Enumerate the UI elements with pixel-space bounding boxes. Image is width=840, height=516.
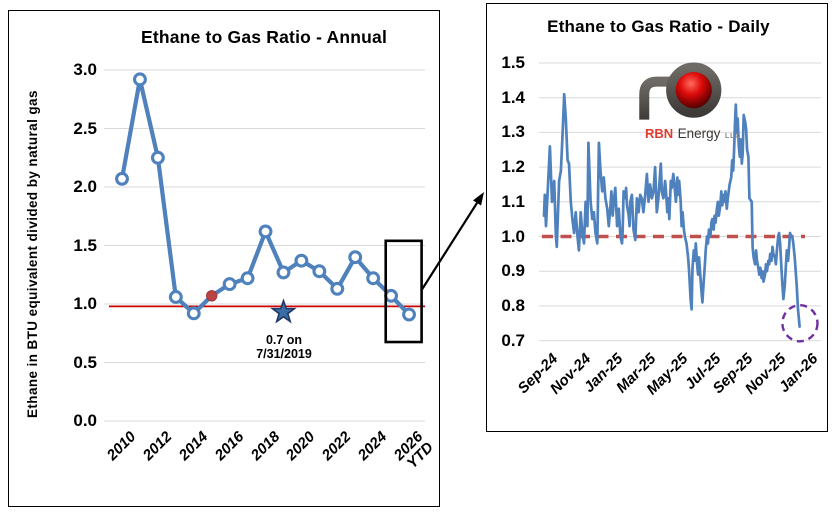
daily-chart: Ethane to Gas Ratio - Daily 1.5 1.4 1.3 1.2…	[486, 3, 828, 432]
daily-y-tick-label: 1.0	[501, 226, 525, 246]
annual-chart-title: Ethane to Gas Ratio - Annual	[140, 27, 388, 47]
daily-y-tick-label: 0.7	[501, 330, 525, 350]
rbn-energy-logo: RBN Energy LLC	[639, 54, 757, 149]
daily-y-tick-label: 1.2	[501, 157, 525, 177]
daily-y-tick-label: 1.3	[501, 122, 525, 142]
annual-plot-area	[104, 69, 425, 422]
daily-y-tick-label: 1.5	[501, 53, 525, 72]
annual-chart: Ethane to Gas Ratio - Annual Ethane in B…	[8, 10, 440, 507]
annual-y-tick-label: 0.0	[73, 411, 97, 430]
daily-chart-title: Ethane to Gas Ratio - Daily	[547, 17, 770, 36]
rbn-logo-mark	[639, 56, 722, 120]
daily-y-tick-label: 1.1	[501, 191, 525, 211]
logo-text-rbn: RBN	[645, 126, 674, 141]
daily-y-tick-label: 0.9	[501, 261, 525, 281]
logo-text-energy: Energy	[677, 126, 721, 141]
annual-y-tick-label: 3.0	[73, 60, 97, 79]
annual-y-tick-label: 1.0	[73, 294, 97, 313]
daily-y-tick-label: 0.8	[501, 295, 525, 315]
rbn-energy-wordmark: RBN Energy LLC	[645, 125, 741, 143]
daily-y-tick-label: 1.4	[501, 87, 525, 107]
star-annotation-label: 0.7 on 7/31/2019	[256, 333, 312, 361]
annual-y-tick-label: 0.5	[73, 352, 97, 372]
annual-y-tick-label: 2.0	[73, 177, 97, 196]
logo-text-llc: LLC	[724, 131, 741, 140]
annual-y-tick-label: 2.5	[73, 118, 97, 138]
logo-tube	[639, 56, 722, 120]
annual-y-tick-label: 1.5	[73, 235, 97, 255]
logo-red-ball	[675, 72, 712, 109]
